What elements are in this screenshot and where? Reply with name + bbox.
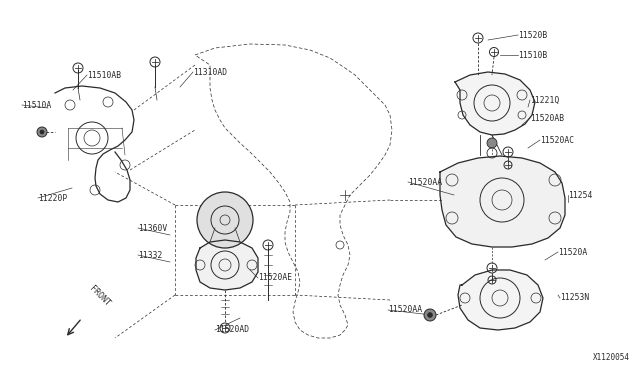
Text: 11520A: 11520A [558, 247, 588, 257]
Circle shape [428, 312, 433, 317]
Polygon shape [440, 156, 565, 247]
Polygon shape [196, 240, 258, 290]
Text: 11520AA: 11520AA [408, 177, 442, 186]
Text: 11510A: 11510A [22, 100, 51, 109]
Circle shape [487, 138, 497, 148]
Text: 11253N: 11253N [560, 294, 589, 302]
Polygon shape [455, 72, 535, 135]
Text: X1120054: X1120054 [593, 353, 630, 362]
Text: 11510B: 11510B [518, 51, 547, 60]
Text: 11220P: 11220P [38, 193, 67, 202]
Text: 11520AD: 11520AD [215, 326, 249, 334]
Text: 11520B: 11520B [518, 31, 547, 39]
Text: 11221Q: 11221Q [530, 96, 559, 105]
Text: 11520AE: 11520AE [258, 273, 292, 282]
Circle shape [424, 309, 436, 321]
Circle shape [40, 130, 44, 134]
Circle shape [37, 127, 47, 137]
Text: 11520AA: 11520AA [388, 305, 422, 314]
Text: 11520AB: 11520AB [530, 113, 564, 122]
Text: FRONT: FRONT [88, 284, 112, 308]
Text: 11310AD: 11310AD [193, 67, 227, 77]
Text: 11332: 11332 [138, 250, 163, 260]
Text: 11510AB: 11510AB [87, 71, 121, 80]
Polygon shape [458, 270, 543, 330]
Text: 11520AC: 11520AC [540, 135, 574, 144]
Text: 11254: 11254 [568, 190, 593, 199]
Circle shape [197, 192, 253, 248]
Text: 11360V: 11360V [138, 224, 167, 232]
